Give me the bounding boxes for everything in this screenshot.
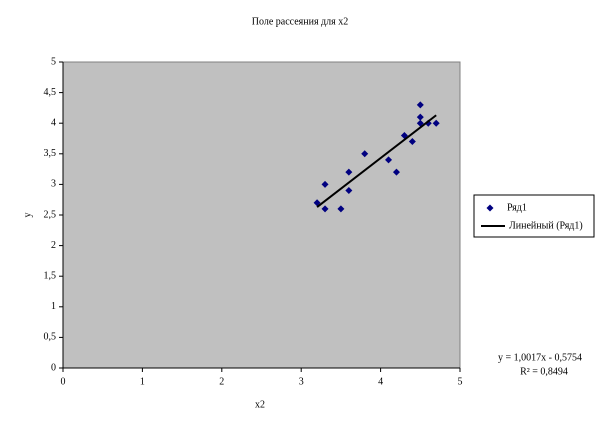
r-squared: R² = 0,8494 xyxy=(520,366,568,377)
y-tick-label: 5 xyxy=(51,56,56,67)
y-tick-label: 0,5 xyxy=(44,332,57,343)
data-point xyxy=(345,187,353,195)
y-tick-label: 1 xyxy=(51,301,56,312)
data-point xyxy=(424,119,432,127)
y-tick-label: 3 xyxy=(51,179,56,190)
plot-area xyxy=(62,61,461,369)
y-tick-label: 4 xyxy=(51,117,56,128)
legend-label: Линейный (Ряд1) xyxy=(509,220,583,231)
y-tick-label: 3,5 xyxy=(44,148,57,159)
trend-line xyxy=(316,114,437,208)
x-tick-label: 2 xyxy=(219,376,224,387)
data-point xyxy=(416,101,424,109)
x-tick-label: 1 xyxy=(140,376,145,387)
data-point xyxy=(337,205,345,213)
trend-equation: y = 1,0017x - 0,5754 xyxy=(498,352,582,363)
y-tick-label: 2 xyxy=(51,240,56,251)
y-tick-label: 4,5 xyxy=(44,87,57,98)
data-point xyxy=(385,156,393,164)
legend-marker xyxy=(486,204,494,212)
data-point xyxy=(392,168,400,176)
x-axis-label: x2 xyxy=(255,399,265,410)
y-tick-label: 1,5 xyxy=(44,270,57,281)
x-tick-label: 5 xyxy=(458,376,463,387)
data-point xyxy=(432,119,440,127)
data-point xyxy=(361,150,369,158)
data-point xyxy=(408,138,416,146)
x-tick-label: 0 xyxy=(61,376,66,387)
y-tick-label: 0 xyxy=(51,362,56,373)
legend-box xyxy=(473,194,595,238)
y-axis-label: y xyxy=(22,213,33,218)
data-point xyxy=(321,205,329,213)
chart-title: Поле рассеяния для x2 xyxy=(252,16,348,27)
y-tick-label: 2,5 xyxy=(44,209,57,220)
legend-label: Ряд1 xyxy=(507,202,527,213)
data-point xyxy=(321,180,329,188)
data-point xyxy=(345,168,353,176)
x-tick-label: 3 xyxy=(299,376,304,387)
x-tick-label: 4 xyxy=(378,376,383,387)
data-point xyxy=(416,113,424,121)
